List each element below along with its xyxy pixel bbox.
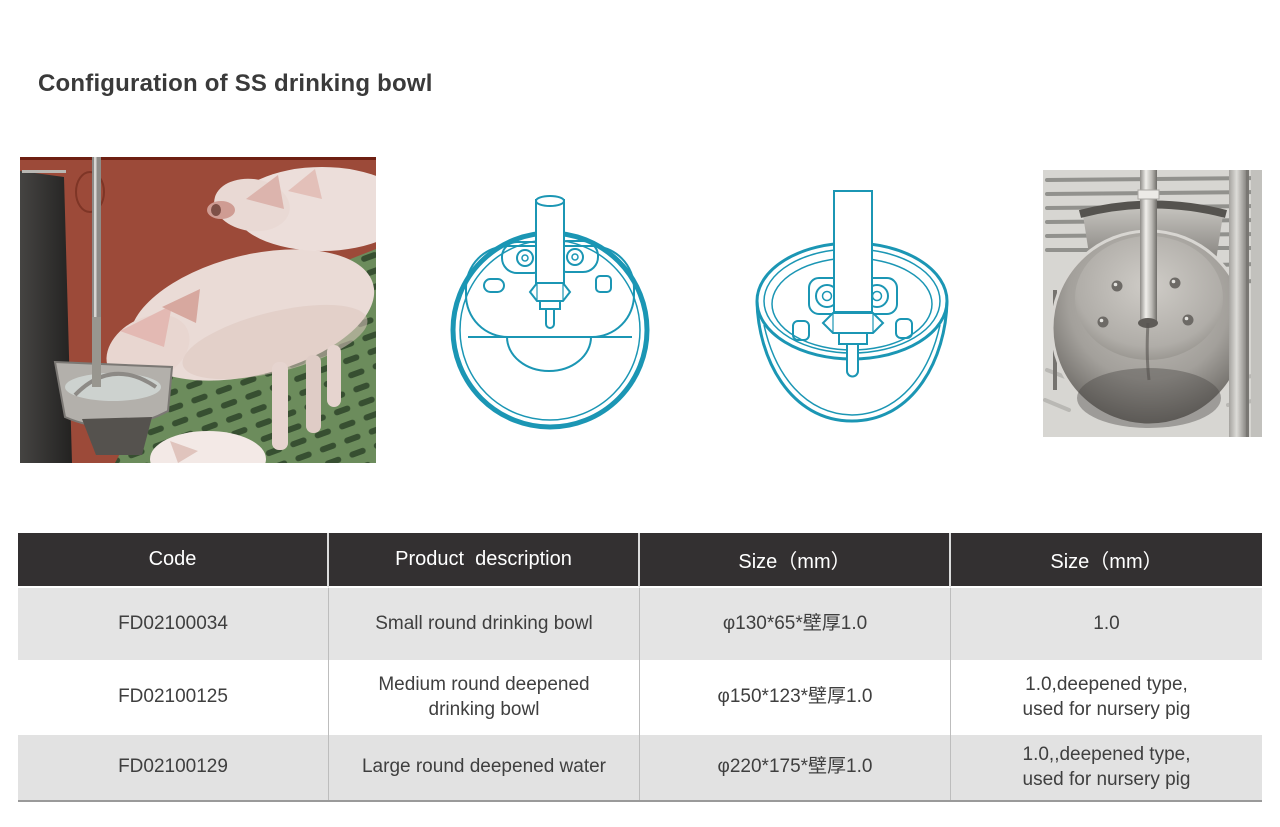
top-view-drawing-graphic xyxy=(450,195,650,430)
row2-description-cell: Large round deepened water xyxy=(329,735,640,800)
row2-size2-cell: 1.0,,deepened type, used for nursery pig xyxy=(951,735,1262,800)
row2-code-cell: FD02100129 xyxy=(18,735,329,800)
small-bowl-top-view-drawing xyxy=(450,190,655,435)
row0-size1-cell: φ130*65*壁厚1.0 xyxy=(640,588,951,660)
page-title: Configuration of SS drinking bowl xyxy=(38,70,433,97)
header-size-2: Size（mm） xyxy=(951,533,1262,588)
header-code: Code xyxy=(18,533,329,588)
row1-description-cell: Medium round deepened drinking bowl xyxy=(329,660,640,735)
steel-bowl-photo-graphic xyxy=(1043,170,1262,437)
row1-size1-cell: φ150*123*壁厚1.0 xyxy=(640,660,951,735)
pigs-photo-graphic xyxy=(20,157,376,463)
row0-size2-cell: 1.0 xyxy=(951,588,1262,660)
spec-table: Code Product description Size（mm） Size（m… xyxy=(18,533,1262,802)
pigs-drinking-photo xyxy=(20,157,376,463)
header-size-1: Size（mm） xyxy=(640,533,951,588)
perspective-drawing-graphic xyxy=(755,190,949,423)
row1-code-cell: FD02100125 xyxy=(18,660,329,735)
row0-code-cell: FD02100034 xyxy=(18,588,329,660)
row1-size2-cell: 1.0,deepened type, used for nursery pig xyxy=(951,660,1262,735)
steel-bowl-photo xyxy=(1043,170,1262,437)
header-description: Product description xyxy=(329,533,640,588)
deepened-bowl-perspective-drawing xyxy=(745,173,960,438)
row2-size1-cell: φ220*175*壁厚1.0 xyxy=(640,735,951,800)
row0-description-cell: Small round drinking bowl xyxy=(329,588,640,660)
